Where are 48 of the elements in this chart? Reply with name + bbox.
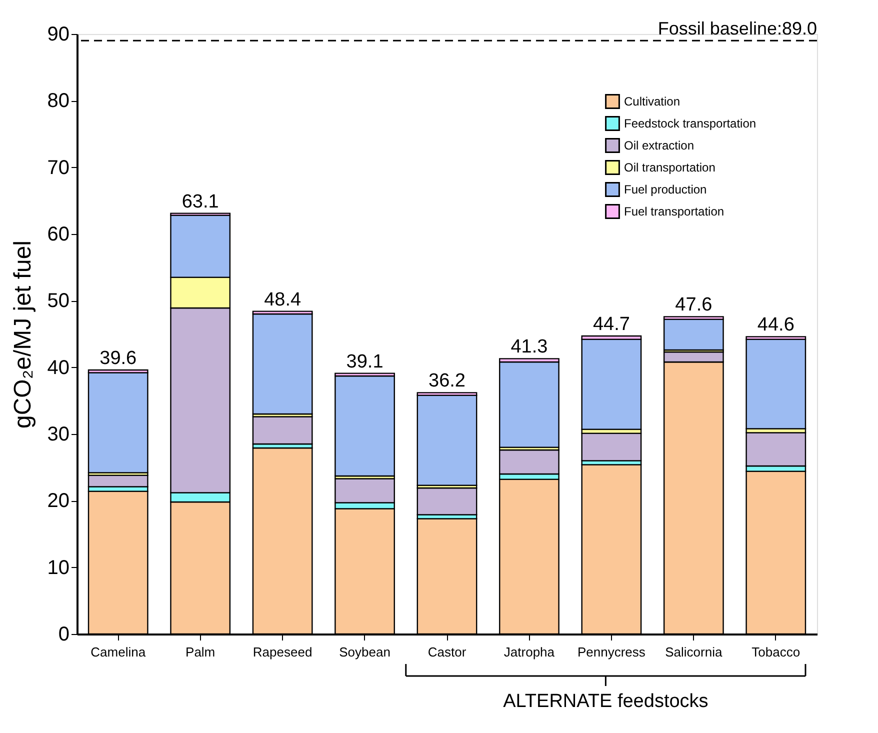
y-tick-label: 50 (47, 290, 70, 312)
y-axis-title: gCO₂e/MJ jet fuel (9, 240, 36, 429)
legend-label: Fuel production (624, 182, 707, 196)
bar (416, 394, 478, 486)
y-tick-label: 90 (47, 24, 70, 46)
bar (416, 487, 478, 516)
total-label: 39.6 (100, 348, 137, 369)
x-tick-label: Jatropha (504, 644, 556, 660)
bar (663, 318, 724, 351)
x-tick-label: Castor (428, 644, 467, 660)
y-tick-label: 60 (47, 224, 70, 246)
total-label: 39.1 (346, 351, 384, 372)
x-tick-label: Pennycress (577, 644, 646, 660)
y-tick-label: 10 (47, 556, 70, 579)
total-label: 48.4 (264, 289, 302, 310)
bar (88, 372, 148, 474)
total-label: 41.3 (510, 336, 548, 358)
total-label: 44.6 (757, 314, 794, 336)
total-label: 36.2 (428, 370, 466, 392)
y-tick-label: 80 (47, 90, 70, 112)
bar (499, 361, 560, 448)
bar (581, 338, 642, 430)
legend-label: Oil extraction (624, 138, 694, 152)
ref-line-label: Fossil baseline:89.0 (658, 18, 817, 39)
x-tick-label: Soybean (339, 644, 390, 660)
bar (252, 313, 313, 415)
y-tick-label: 20 (47, 490, 70, 512)
y-tick-label: 70 (47, 156, 70, 179)
x-tick-label: Rapeseed (252, 644, 312, 660)
total-label: 47.6 (675, 294, 712, 316)
legend-label: Oil transportation (624, 160, 716, 174)
bar (581, 432, 642, 462)
legend-label: Cultivation (624, 94, 680, 108)
bar (252, 416, 313, 445)
x-tick-label: Palm (186, 644, 216, 660)
legend-label: Feedstock transportation (624, 116, 756, 130)
y-tick-label: 40 (47, 356, 70, 379)
y-tick-label: 0 (58, 624, 70, 646)
y-tick-label: 30 (47, 424, 70, 446)
total-label: 44.7 (592, 314, 630, 335)
text: ALTERNATE feedstocks (503, 691, 708, 712)
legend-label: Fuel transportation (624, 204, 724, 218)
x-tick-label: Tobacco (752, 644, 800, 660)
bar (334, 375, 395, 477)
total-label: 63.1 (182, 191, 219, 212)
bar (746, 338, 806, 430)
x-tick-label: Camelina (90, 644, 146, 660)
x-tick-label: Salicornia (665, 644, 723, 660)
